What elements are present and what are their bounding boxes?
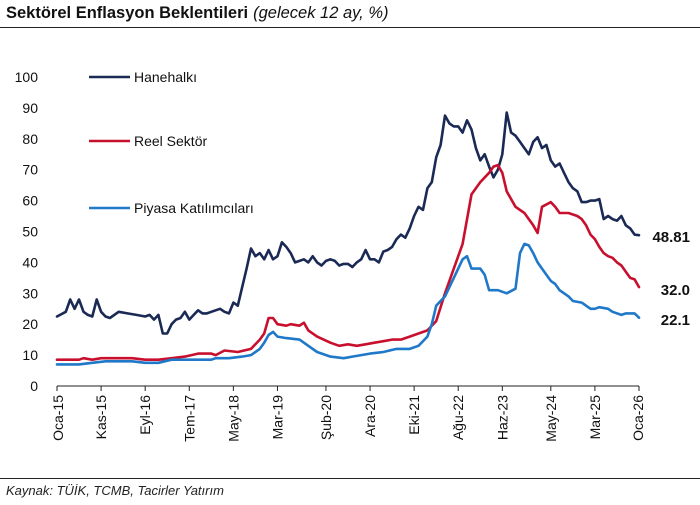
x-tick-label: Şub-20 — [318, 395, 334, 440]
x-tick-label: Mar-19 — [269, 395, 285, 440]
x-tick-label: Ağu-22 — [450, 395, 466, 440]
y-tick-label: 60 — [22, 193, 38, 209]
y-tick-label: 80 — [22, 131, 38, 147]
end-value-label: 48.81 — [652, 229, 690, 246]
series-line-hanehalki — [55, 111, 641, 335]
chart-title: Sektörel Enflasyon Beklentileri — [6, 4, 249, 22]
x-tick-label: Haz-23 — [494, 395, 510, 440]
x-tick-label: Tem-17 — [181, 395, 197, 442]
legend-label: Hanehalkı — [134, 69, 197, 85]
x-tick-label: Kas-15 — [93, 395, 109, 440]
x-tick-label: Eyl-16 — [137, 395, 153, 435]
y-tick-label: 100 — [15, 69, 39, 85]
x-tick-label: May-18 — [225, 395, 241, 442]
x-tick-label: Mar-25 — [587, 395, 603, 440]
x-tick-label: Oca-15 — [50, 395, 66, 441]
y-tick-label: 40 — [22, 254, 38, 270]
end-value-label: 32.0 — [661, 282, 690, 299]
chart-subtitle: (gelecek 12 ay, %) — [253, 4, 389, 22]
legend-label: Piyasa Katılımcıları — [134, 200, 254, 216]
y-tick-label: 0 — [30, 378, 38, 394]
x-axis: Oca-15 Kas-15 Eyl-16 Tem-17 May-18 Mar-19 Şub-… — [50, 385, 646, 442]
y-tick-label: 70 — [22, 162, 38, 178]
legend-label: Reel Sektör — [134, 133, 207, 149]
y-axis: 0 10 20 30 40 50 60 70 80 90 100 — [15, 69, 39, 394]
end-labels: 48.81 32.0 22.1 — [652, 229, 690, 329]
y-tick-label: 90 — [22, 100, 38, 116]
top-divider — [0, 27, 700, 28]
series-line-reel-sektor — [55, 163, 641, 362]
y-tick-label: 10 — [22, 347, 38, 363]
line-chart: 0 10 20 30 40 50 60 70 80 90 100 Oca-15 Kas-15 Eyl-1… — [15, 69, 690, 442]
series-lines — [55, 111, 641, 366]
end-value-label: 22.1 — [661, 312, 690, 329]
x-tick-label: Eki-21 — [406, 395, 422, 435]
legend: Hanehalkı Reel Sektör Piyasa Katılımcıları — [89, 69, 254, 216]
x-tick-label: Oca-26 — [630, 395, 646, 441]
series-line-piyasa-katilimcilari — [55, 242, 641, 366]
x-tick-label: May-24 — [543, 395, 559, 442]
y-tick-label: 50 — [22, 224, 38, 240]
x-tick-label: Ara-20 — [362, 395, 378, 437]
source-note: Kaynak: TÜİK, TCMB, Tacirler Yatırım — [6, 483, 224, 498]
y-tick-label: 20 — [22, 316, 38, 332]
chart-title-row: Sektörel Enflasyon Beklentileri (gelecek … — [6, 4, 389, 23]
y-tick-label: 30 — [22, 285, 38, 301]
bottom-divider — [0, 478, 700, 479]
